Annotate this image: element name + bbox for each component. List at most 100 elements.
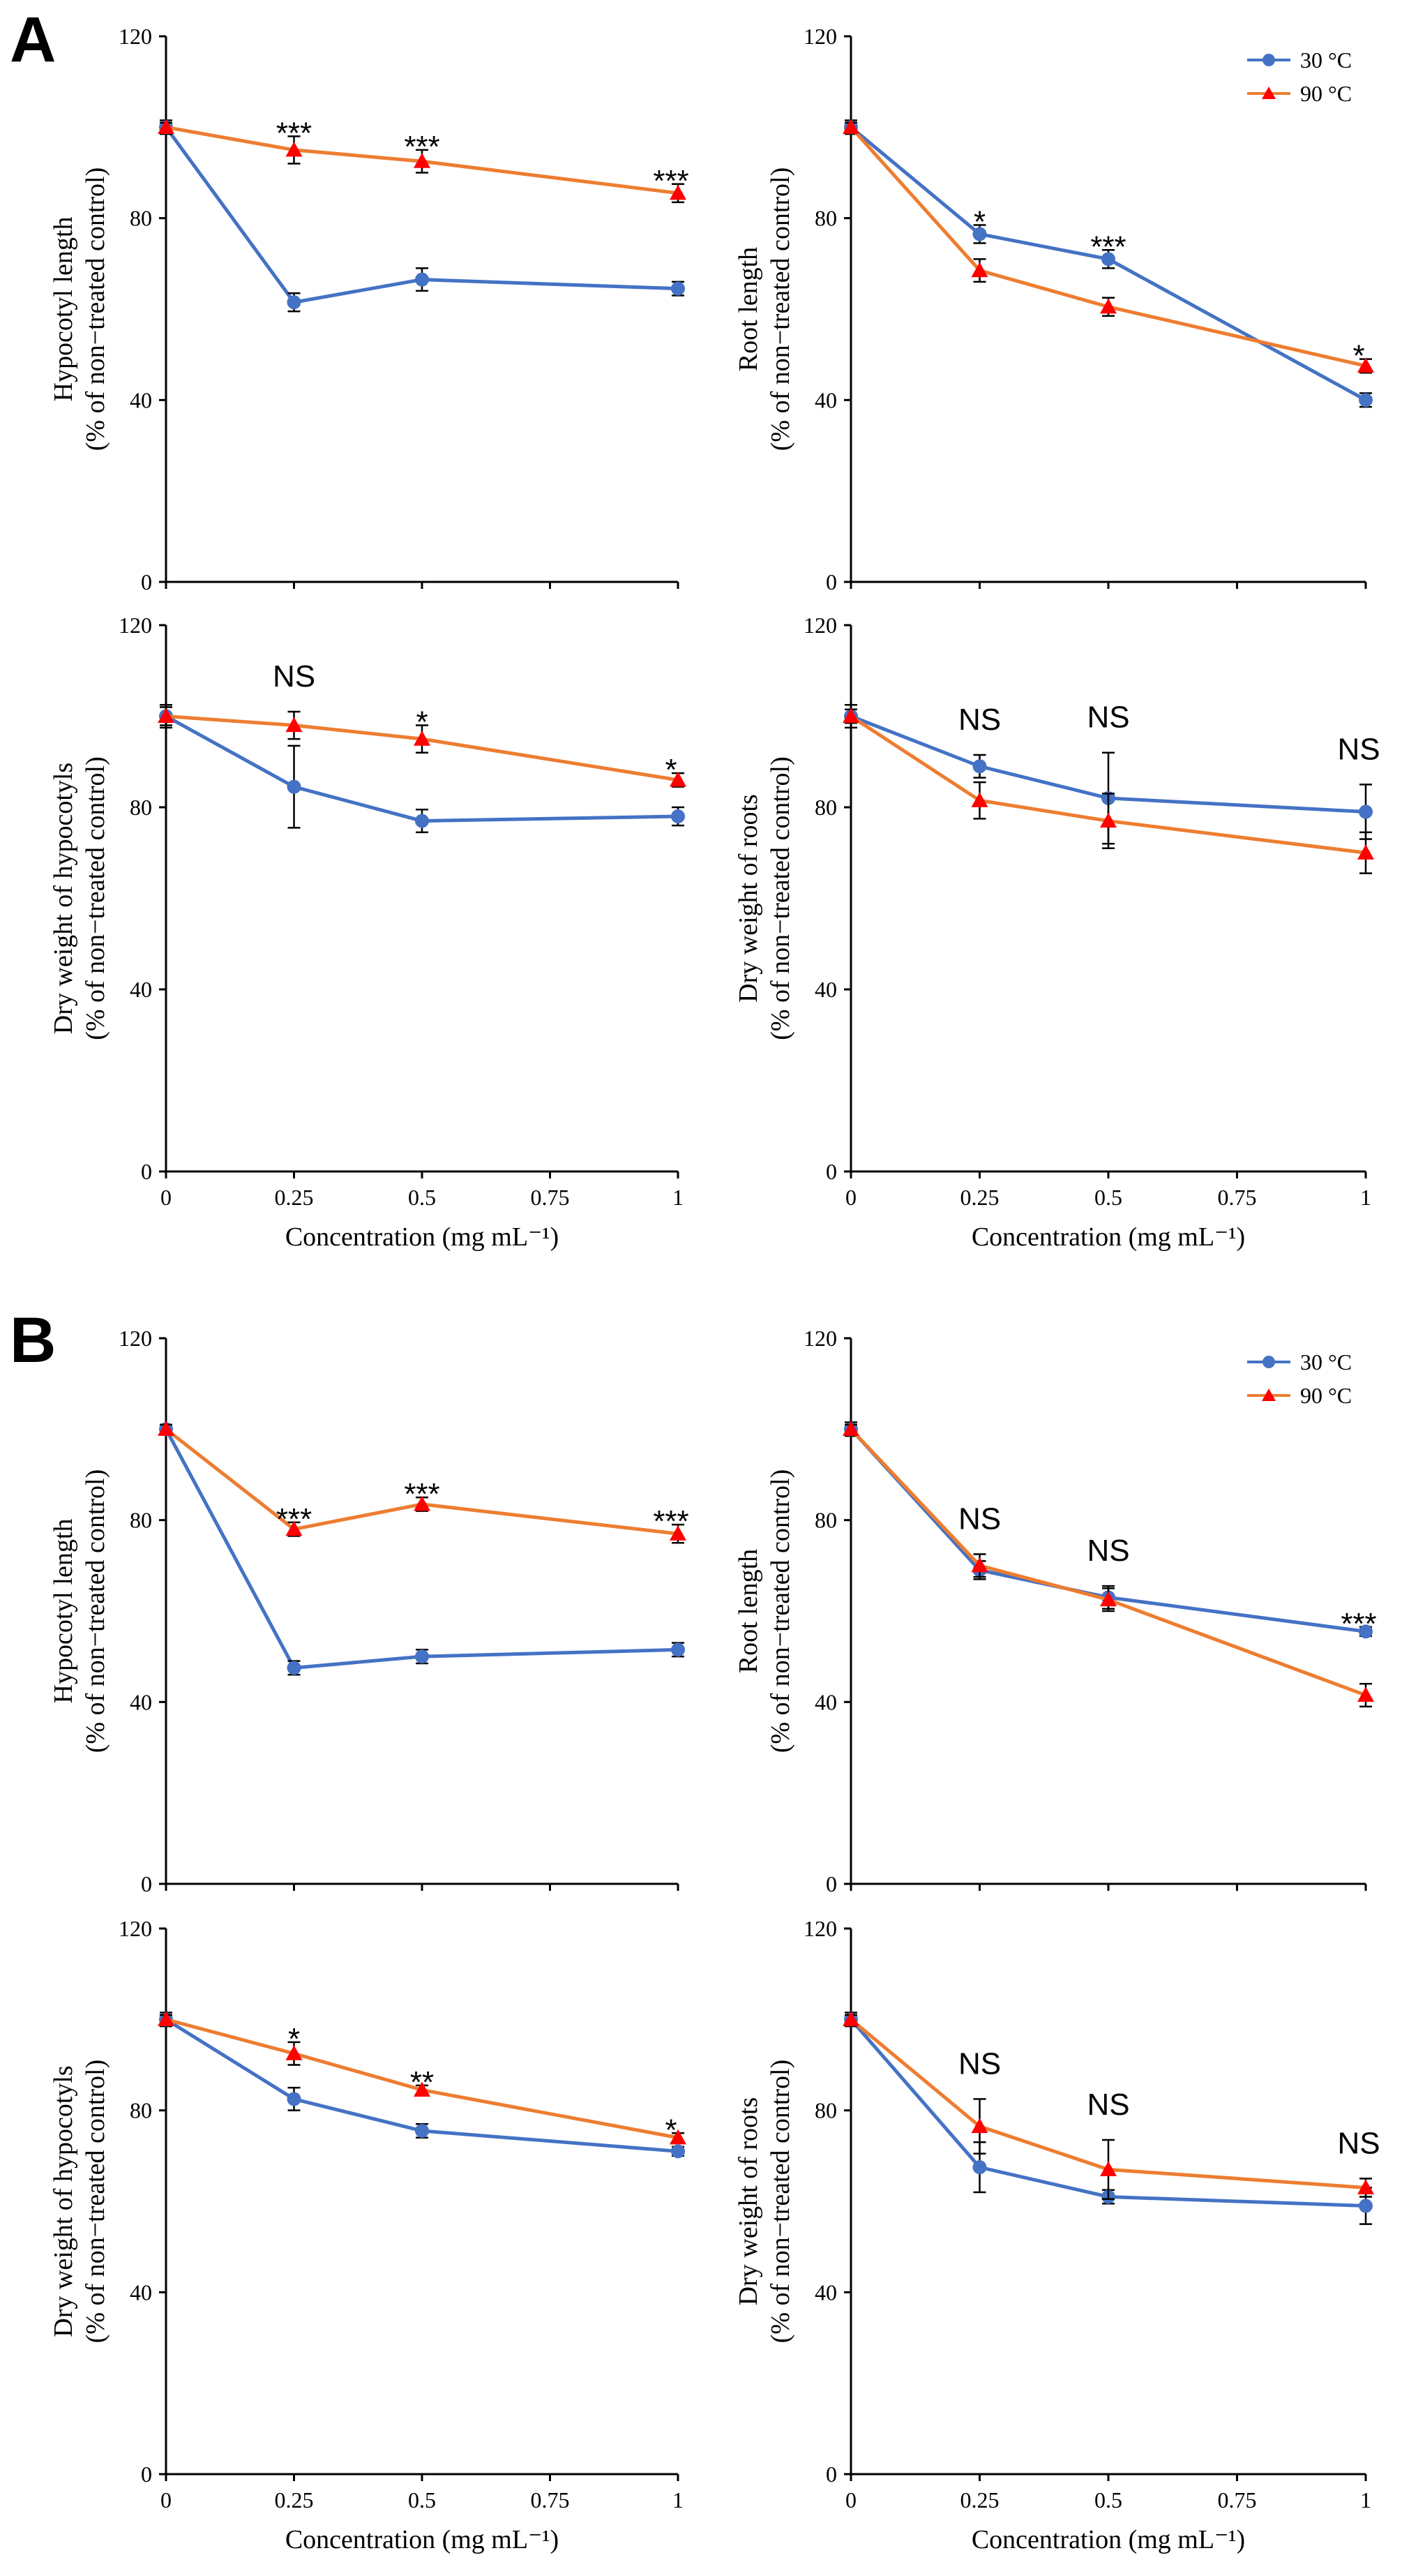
y-axis-label: Dry weight of hypocotyls bbox=[49, 2065, 78, 2337]
x-tick-label: 0.25 bbox=[275, 2487, 314, 2513]
point-30c bbox=[1359, 2199, 1373, 2213]
point-90c bbox=[158, 1421, 174, 1436]
y-axis-label: Dry weight of roots bbox=[734, 794, 763, 1003]
y-tick-label: 120 bbox=[119, 1916, 152, 1941]
point-30c bbox=[415, 1649, 429, 1664]
significance-label: *** bbox=[404, 1477, 439, 1511]
point-90c bbox=[285, 2045, 303, 2060]
y-tick-label: 40 bbox=[815, 977, 837, 1002]
y-axis-label: Hypocotyl length bbox=[49, 217, 78, 402]
y-tick-label: 0 bbox=[141, 1871, 152, 1896]
point-30c bbox=[671, 281, 685, 296]
y-axis-label: (% of non−treated control) bbox=[766, 1469, 795, 1753]
significance-label: NS bbox=[958, 2046, 1001, 2081]
legend-label: 30 °C bbox=[1300, 47, 1352, 73]
series-30c-line bbox=[164, 1428, 679, 1670]
x-tick-label: 0.75 bbox=[1218, 2487, 1257, 2513]
y-tick-label: 40 bbox=[130, 977, 152, 1002]
point-30c bbox=[671, 2144, 685, 2159]
point-90c bbox=[414, 153, 430, 168]
x-tick-label: 0.5 bbox=[1094, 1185, 1122, 1210]
point-90c bbox=[1100, 2161, 1117, 2176]
point-30c bbox=[287, 779, 301, 794]
point-30c bbox=[287, 1661, 301, 1675]
x-tick-label: 1 bbox=[1360, 1185, 1371, 1210]
point-90c bbox=[285, 1520, 303, 1536]
x-tick-label: 0.25 bbox=[275, 1185, 314, 1210]
point-30c bbox=[1359, 393, 1373, 407]
point-90c bbox=[285, 141, 303, 157]
y-tick-label: 0 bbox=[826, 1159, 837, 1184]
x-tick-label: 0.5 bbox=[1094, 2487, 1122, 2513]
series-30c-line bbox=[850, 2018, 1366, 2208]
x-tick-label: 0.5 bbox=[408, 1185, 436, 1210]
series-90c-line bbox=[850, 2018, 1366, 2189]
point-30c bbox=[972, 2160, 987, 2175]
significance-label: NS bbox=[1087, 701, 1129, 735]
y-axis-label: (% of non−treated control) bbox=[81, 167, 110, 451]
chart-6: 0 40 80 120 Root length (% of non−treated con… bbox=[734, 1326, 1377, 1896]
x-axis-label: Concentration (mg mL⁻¹) bbox=[285, 1222, 559, 1252]
point-90c bbox=[971, 262, 988, 278]
point-30c bbox=[1359, 804, 1373, 819]
point-90c bbox=[670, 2129, 686, 2145]
y-axis-label: Dry weight of roots bbox=[734, 2097, 763, 2306]
point-30c bbox=[1101, 252, 1115, 267]
significance-label: * bbox=[1352, 339, 1364, 373]
point-30c bbox=[972, 759, 987, 774]
y-tick-label: 80 bbox=[815, 2098, 837, 2123]
chart-4: 0 40 80 120 0 0.25 0.5 0.75 1 Concentration (mg m… bbox=[734, 613, 1380, 1252]
y-tick-label: 120 bbox=[804, 613, 837, 638]
y-tick-label: 40 bbox=[130, 1689, 152, 1714]
y-tick-label: 120 bbox=[119, 1326, 152, 1351]
y-axis-label: (% of non−treated control) bbox=[81, 1469, 110, 1753]
y-tick-label: 120 bbox=[804, 24, 837, 49]
x-tick-label: 0.25 bbox=[960, 1185, 1000, 1210]
y-tick-label: 0 bbox=[141, 2462, 152, 2487]
point-90c bbox=[843, 707, 859, 724]
y-axis-label: (% of non−treated control) bbox=[766, 167, 795, 451]
y-tick-label: 80 bbox=[815, 795, 837, 820]
point-90c bbox=[414, 2081, 430, 2097]
point-90c bbox=[414, 1495, 430, 1511]
y-tick-label: 0 bbox=[141, 1159, 152, 1184]
panel-letter-a: A bbox=[10, 4, 56, 75]
series-90c-line bbox=[165, 714, 679, 782]
point-30c bbox=[1359, 1624, 1373, 1639]
x-tick-label: 1 bbox=[672, 1185, 684, 1210]
y-tick-label: 0 bbox=[826, 1871, 837, 1896]
series-90c-line bbox=[850, 714, 1366, 855]
y-axis-label: Root length bbox=[734, 1549, 763, 1673]
chart-5: 0 40 80 120 Hypocotyl length (% of non−treate… bbox=[49, 1326, 689, 1896]
point-90c bbox=[1357, 2179, 1374, 2195]
x-axis-label: Concentration (mg mL⁻¹) bbox=[285, 2525, 559, 2554]
y-tick-label: 120 bbox=[119, 24, 152, 49]
y-tick-label: 120 bbox=[804, 1916, 837, 1941]
y-tick-label: 0 bbox=[141, 569, 152, 594]
point-90c bbox=[843, 1421, 859, 1436]
y-tick-label: 40 bbox=[130, 2279, 152, 2305]
point-90c bbox=[158, 707, 174, 724]
significance-label: *** bbox=[404, 130, 439, 164]
point-90c bbox=[285, 717, 303, 733]
significance-label: NS bbox=[958, 1502, 1001, 1536]
x-tick-label: 0 bbox=[160, 1185, 172, 1210]
chart-2: 0 40 80 120 Root length (% of non−treated con… bbox=[734, 24, 1374, 594]
x-tick-label: 0 bbox=[845, 2487, 857, 2513]
point-30c bbox=[415, 814, 429, 828]
point-90c bbox=[670, 771, 686, 787]
legend-label: 90 °C bbox=[1300, 1383, 1352, 1408]
point-90c bbox=[971, 2118, 988, 2134]
point-90c bbox=[1357, 844, 1374, 860]
point-30c bbox=[671, 1642, 685, 1657]
significance-label: *** bbox=[653, 164, 688, 198]
significance-label: * bbox=[974, 204, 986, 239]
x-tick-label: 0.75 bbox=[531, 1185, 570, 1210]
point-90c bbox=[1100, 298, 1117, 314]
y-tick-label: 80 bbox=[130, 2098, 152, 2123]
y-axis-label: (% of non−treated control) bbox=[81, 2060, 110, 2344]
significance-label: * bbox=[665, 753, 677, 787]
x-tick-label: 1 bbox=[1360, 2487, 1371, 2513]
